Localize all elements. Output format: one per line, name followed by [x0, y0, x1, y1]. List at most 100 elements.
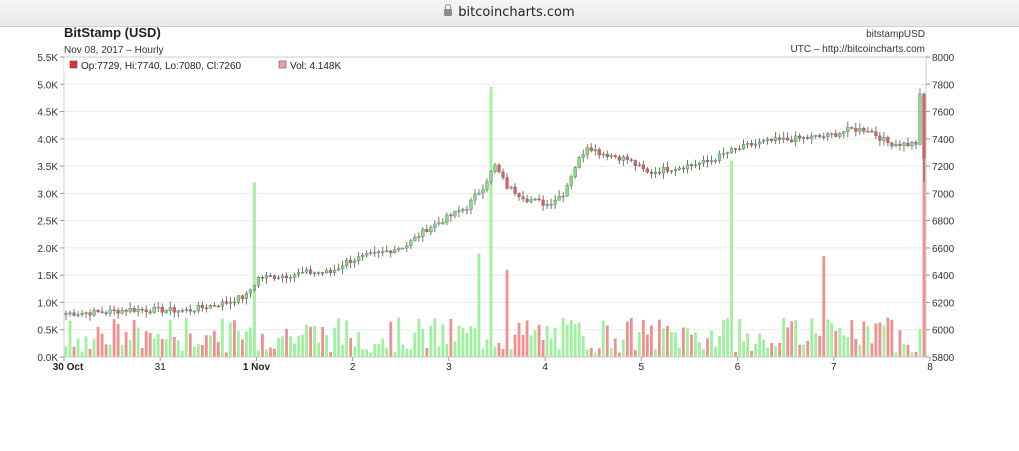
volume-legend-swatch: [278, 60, 287, 69]
volume-bar: [738, 318, 741, 357]
volume-bar: [682, 327, 685, 357]
volume-bar: [633, 350, 637, 357]
volume-bar: [124, 331, 128, 357]
candle-body: [593, 149, 597, 152]
candle-body: [168, 307, 172, 311]
volume-bar: [453, 341, 457, 357]
price-tick-label: 6200: [932, 298, 955, 309]
candle-body: [341, 265, 345, 269]
volume-bar: [754, 344, 758, 357]
volume-bar: [678, 347, 681, 357]
volume-bar: [445, 343, 449, 357]
candle-body: [693, 164, 698, 166]
volume-bar: [465, 332, 469, 357]
volume-bar: [613, 338, 617, 357]
candle-body: [661, 167, 665, 174]
candle-body: [216, 305, 220, 308]
volume-bar: [381, 338, 385, 357]
volume-bar: [569, 320, 573, 357]
candle-body: [878, 135, 882, 141]
volume-bar: [132, 320, 136, 357]
volume-bar: [722, 319, 725, 357]
volume-bar: [762, 339, 766, 357]
volume-bar: [870, 343, 874, 357]
volume-bar: [88, 348, 92, 357]
candle-body: [890, 142, 894, 147]
volume-bar: [417, 318, 421, 357]
candle-body: [569, 176, 573, 186]
candle-body: [922, 93, 926, 159]
price-tick-label: 7000: [932, 189, 955, 200]
candle-body: [633, 160, 637, 166]
candle-body: [425, 229, 429, 233]
volume-bar: [277, 338, 280, 357]
candle-body: [473, 194, 477, 201]
candle-body: [782, 137, 786, 140]
candle-body: [705, 159, 710, 163]
volume-bars: [64, 87, 926, 357]
candle-body: [232, 301, 236, 304]
volume-bar: [401, 344, 405, 357]
candle-body: [449, 214, 453, 217]
date-tick-label: 6: [735, 362, 741, 373]
volume-bar: [742, 341, 745, 357]
price-tick-label: 7400: [932, 135, 955, 146]
candle-body: [68, 312, 72, 315]
candle-body: [725, 152, 730, 154]
volume-bar: [674, 332, 677, 357]
candle-body: [124, 309, 128, 312]
date-tick-label: 3: [446, 362, 452, 373]
candle-body: [325, 270, 329, 274]
volume-bar: [237, 330, 240, 357]
candle-body: [264, 275, 269, 279]
volume-bar: [778, 342, 782, 357]
volume-bar: [838, 328, 842, 357]
volume-bar: [605, 325, 609, 357]
candle-body: [838, 133, 842, 137]
volume-bar: [441, 324, 445, 357]
candle-body: [910, 142, 914, 147]
plot-frame: [63, 56, 927, 358]
volume-bar: [597, 348, 601, 357]
volume-bar: [301, 335, 304, 357]
candle-body: [465, 209, 469, 211]
volume-bar: [104, 344, 108, 357]
candle-body: [677, 167, 682, 170]
price-tick-label: 7600: [932, 108, 955, 119]
volume-bar: [128, 340, 132, 357]
volume-bar: [589, 347, 593, 357]
candle-body: [64, 313, 68, 315]
candle-body: [397, 248, 401, 250]
volume-tick-label: 4.5K: [37, 108, 58, 119]
volume-bar: [180, 350, 184, 357]
volume-bar: [726, 318, 729, 357]
candle-body: [858, 127, 862, 132]
candle-body: [176, 310, 180, 313]
volume-bar: [80, 351, 84, 357]
candle-body: [521, 196, 525, 200]
volume-bar: [457, 325, 461, 357]
volume-bar: [902, 344, 906, 357]
volume-bar: [882, 325, 886, 357]
volume-bar: [289, 336, 292, 357]
volume-bar: [786, 327, 790, 357]
volume-bar: [345, 320, 349, 357]
volume-bar: [437, 346, 441, 357]
volume-bar: [758, 333, 762, 357]
volume-bar: [661, 328, 665, 357]
candle-body: [874, 131, 878, 137]
candle-body: [389, 250, 393, 253]
candle-body: [509, 186, 513, 189]
candle-body: [485, 181, 489, 190]
candle-body: [894, 143, 898, 147]
volume-bar: [706, 338, 709, 357]
volume-bar: [220, 318, 224, 357]
volume-bar: [714, 346, 717, 357]
url-display[interactable]: bitcoincharts.com: [0, 4, 1019, 20]
volume-tick-label: 1.5K: [37, 271, 58, 282]
candle-body: [461, 209, 465, 212]
volume-bar: [160, 339, 164, 357]
candle-body: [320, 272, 325, 274]
candle-body: [645, 168, 649, 173]
volume-tick-label: 3.5K: [37, 162, 58, 173]
